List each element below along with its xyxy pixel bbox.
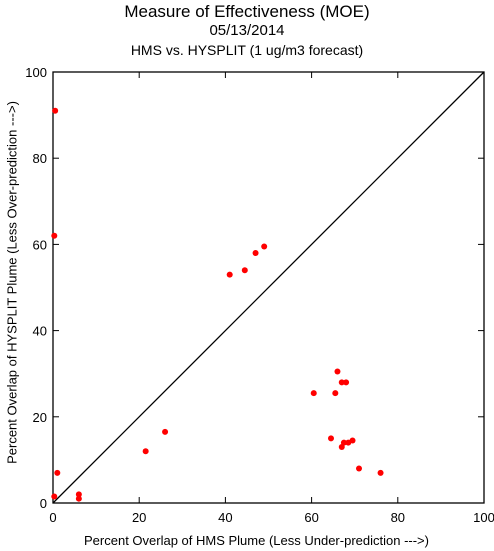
data-point xyxy=(340,439,347,446)
data-points xyxy=(51,107,384,502)
x-tick-label: 40 xyxy=(218,510,232,525)
x-tick-label: 20 xyxy=(132,510,146,525)
data-point xyxy=(310,390,317,397)
data-point xyxy=(349,437,356,444)
data-point xyxy=(75,495,82,502)
plot-frame xyxy=(52,71,485,504)
y-tick-label: 20 xyxy=(33,410,47,425)
data-point xyxy=(327,435,334,442)
y-axis-label: Percent Overlap of HYSPLIT Plume (Less O… xyxy=(5,101,20,464)
y-tick-label: 40 xyxy=(33,324,47,339)
data-point xyxy=(54,469,61,476)
x-tick-label: 60 xyxy=(304,510,318,525)
chart-subtitle-comparison: HMS vs. HYSPLIT (1 ug/m3 forecast) xyxy=(130,42,364,58)
x-tick-label: 80 xyxy=(391,510,405,525)
x-axis-label: Percent Overlap of HMS Plume (Less Under… xyxy=(84,533,429,548)
data-point xyxy=(75,491,82,498)
x-tick-label: 100 xyxy=(473,510,494,525)
chart-title: Measure of Effectiveness (MOE) xyxy=(124,2,370,21)
data-point xyxy=(261,243,268,250)
data-point xyxy=(142,448,149,455)
data-point xyxy=(241,267,248,274)
x-tick-label: 0 xyxy=(49,510,56,525)
data-point xyxy=(332,390,339,397)
y-tick-label: 80 xyxy=(33,151,47,166)
data-point xyxy=(338,379,345,386)
data-point xyxy=(377,469,384,476)
data-point xyxy=(252,250,259,257)
diagonal-reference-line xyxy=(52,71,485,504)
y-tick-label: 0 xyxy=(40,496,47,511)
y-axis-ticks: 0 20 40 60 80 100 xyxy=(25,65,484,511)
y-tick-label: 100 xyxy=(25,65,47,80)
data-point xyxy=(226,271,233,278)
y-tick-label: 60 xyxy=(33,237,47,252)
data-point xyxy=(343,379,350,386)
data-point xyxy=(51,232,58,239)
x-axis-ticks: 0 20 40 60 80 100 xyxy=(49,72,494,525)
data-point xyxy=(356,465,363,472)
data-point xyxy=(334,368,341,375)
chart-subtitle-date: 05/13/2014 xyxy=(209,22,285,39)
data-point xyxy=(51,493,58,500)
data-point xyxy=(162,428,169,435)
data-point xyxy=(52,107,59,114)
